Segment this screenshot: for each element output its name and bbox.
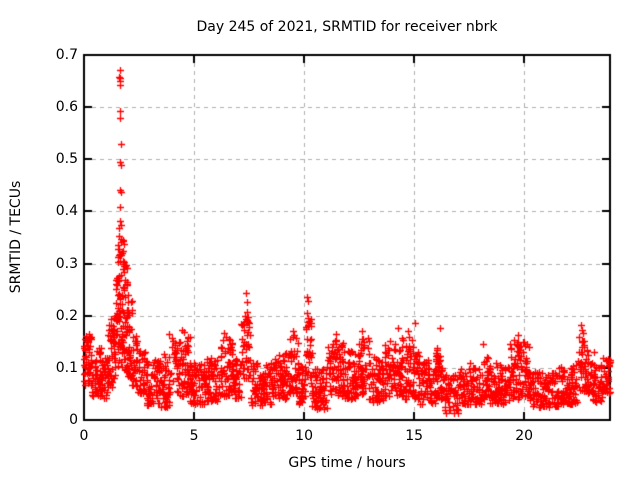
x-tick-label: 10 [295, 428, 313, 444]
x-tick-label: 5 [189, 428, 199, 444]
x-tick-label: 15 [405, 428, 424, 444]
y-tick-label: 0.5 [55, 151, 78, 168]
x-tick-label: 20 [515, 428, 534, 444]
x-axis-label: GPS time / hours [288, 455, 406, 471]
y-tick-label: 0.2 [55, 307, 78, 324]
y-tick-label: 0.1 [55, 359, 78, 376]
y-tick-label: 0.6 [55, 99, 78, 116]
y-tick-label: 0.4 [55, 203, 78, 220]
chart-title: Day 245 of 2021, SRMTID for receiver nbr… [196, 19, 498, 35]
y-tick-label: 0.7 [55, 47, 78, 63]
x-tick-label: 0 [79, 428, 89, 444]
y-axis-label: SRMTID / TECUs [8, 180, 24, 294]
y-tick-label: 0 [69, 412, 78, 428]
y-tick-label: 0.3 [55, 255, 78, 272]
